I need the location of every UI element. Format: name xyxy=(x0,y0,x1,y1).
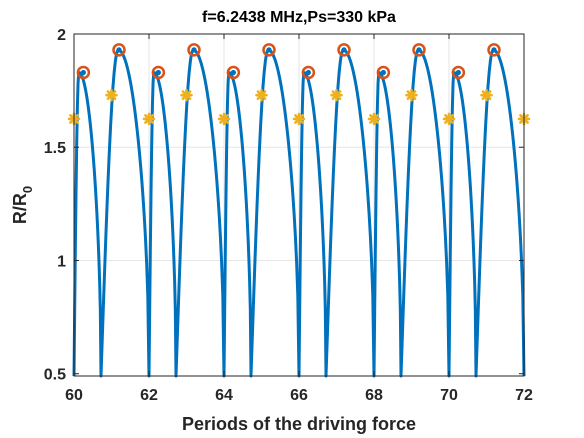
peak-dot xyxy=(230,69,236,76)
peak-marker xyxy=(487,43,501,57)
star-marker xyxy=(180,88,193,102)
x-tick-label: 70 xyxy=(440,387,458,404)
peak-marker xyxy=(76,65,91,80)
star-marker xyxy=(442,112,456,126)
x-tick-label: 72 xyxy=(515,387,533,404)
peak-marker xyxy=(262,43,276,57)
star-marker xyxy=(217,112,231,126)
y-tick-label: 0.5 xyxy=(44,367,66,384)
peak-dot xyxy=(305,69,311,76)
x-tick-label: 66 xyxy=(290,387,308,404)
y-tick-label: 1.5 xyxy=(44,140,66,157)
tick-labels: 60 62 64 66 68 70 72 0.5 1 1.5 2 xyxy=(44,27,533,404)
star-marker xyxy=(405,88,418,102)
star-marker xyxy=(330,88,343,102)
star-marker xyxy=(367,112,381,126)
y-axis-label-subscript: 0 xyxy=(20,186,35,193)
star-marker xyxy=(292,112,306,126)
star-marker xyxy=(105,88,118,102)
star-marker xyxy=(480,88,493,102)
chart-title: f=6.2438 MHz,Ps=330 kPa xyxy=(202,9,396,26)
peak-marker xyxy=(376,65,391,80)
x-axis-label: Periods of the driving force xyxy=(182,414,416,434)
y-axis-label-main: R/R xyxy=(10,193,30,224)
x-tick-label: 64 xyxy=(215,387,233,404)
marker-layer xyxy=(67,43,531,126)
peak-marker xyxy=(301,65,316,80)
peak-dot xyxy=(80,69,86,76)
x-tick-label: 68 xyxy=(365,387,383,404)
peak-dot xyxy=(116,47,122,53)
peak-marker xyxy=(112,43,126,57)
x-tick-label: 60 xyxy=(65,387,83,404)
peak-marker xyxy=(151,65,166,80)
star-marker xyxy=(142,112,156,126)
peak-dot xyxy=(491,47,497,53)
y-tick-label: 1 xyxy=(57,253,66,270)
peak-dot xyxy=(341,47,347,53)
peak-marker xyxy=(337,43,351,57)
peak-marker xyxy=(226,65,241,80)
peak-dot xyxy=(455,69,461,76)
peak-dot xyxy=(155,69,161,76)
peak-dot xyxy=(416,47,422,53)
x-tick-label: 62 xyxy=(140,387,158,404)
peak-dot xyxy=(191,47,197,53)
peak-marker xyxy=(451,65,466,80)
y-axis-label: R/R0 xyxy=(10,186,35,224)
peak-dot xyxy=(266,47,272,53)
y-tick-label: 2 xyxy=(57,27,66,44)
ticks xyxy=(73,33,525,376)
peak-dot xyxy=(380,69,386,76)
peak-marker xyxy=(412,43,426,57)
star-marker xyxy=(255,88,268,102)
peak-marker xyxy=(187,43,201,57)
